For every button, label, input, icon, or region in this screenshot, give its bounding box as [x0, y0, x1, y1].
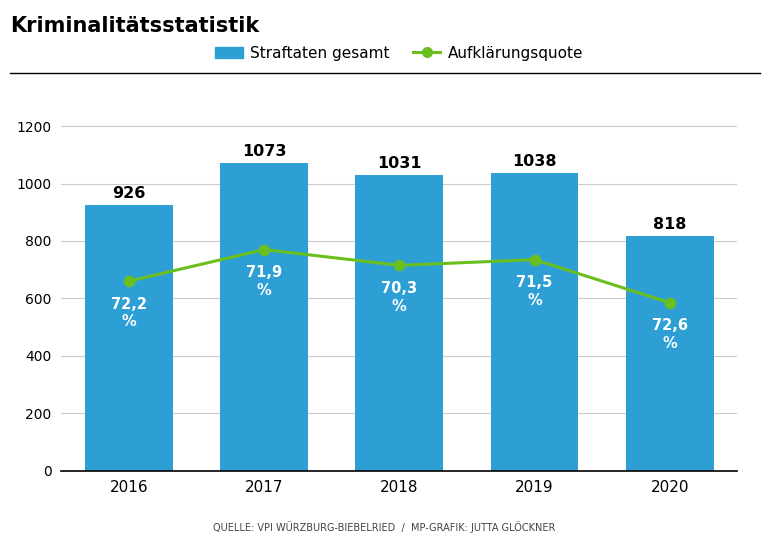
Point [393, 261, 406, 270]
Text: Kriminalitätsstatistik: Kriminalitätsstatistik [10, 16, 260, 36]
Legend: Straftaten gesamt, Aufklärungsquote: Straftaten gesamt, Aufklärungsquote [209, 39, 590, 67]
Text: 818: 818 [653, 217, 687, 232]
Text: 926: 926 [112, 186, 146, 201]
Text: 72,6
%: 72,6 % [652, 319, 687, 351]
Point [258, 245, 270, 254]
Text: 1038: 1038 [512, 154, 557, 169]
Bar [626, 236, 713, 471]
Text: 1073: 1073 [242, 144, 286, 159]
Bar [220, 162, 308, 471]
Point [664, 299, 676, 307]
Text: QUELLE: VPI WÜRZBURG-BIEBELRIED  /  MP-GRAFIK: JUTTA GLÖCKNER: QUELLE: VPI WÜRZBURG-BIEBELRIED / MP-GRA… [213, 521, 555, 533]
Bar [356, 175, 443, 471]
Text: 1031: 1031 [377, 156, 422, 171]
Bar [85, 205, 173, 471]
Point [123, 277, 135, 286]
Text: 71,5
%: 71,5 % [516, 275, 553, 308]
Bar [491, 173, 578, 471]
Text: 70,3
%: 70,3 % [381, 281, 418, 314]
Point [528, 255, 541, 264]
Text: 72,2
%: 72,2 % [111, 297, 147, 329]
Text: 71,9
%: 71,9 % [246, 266, 283, 298]
